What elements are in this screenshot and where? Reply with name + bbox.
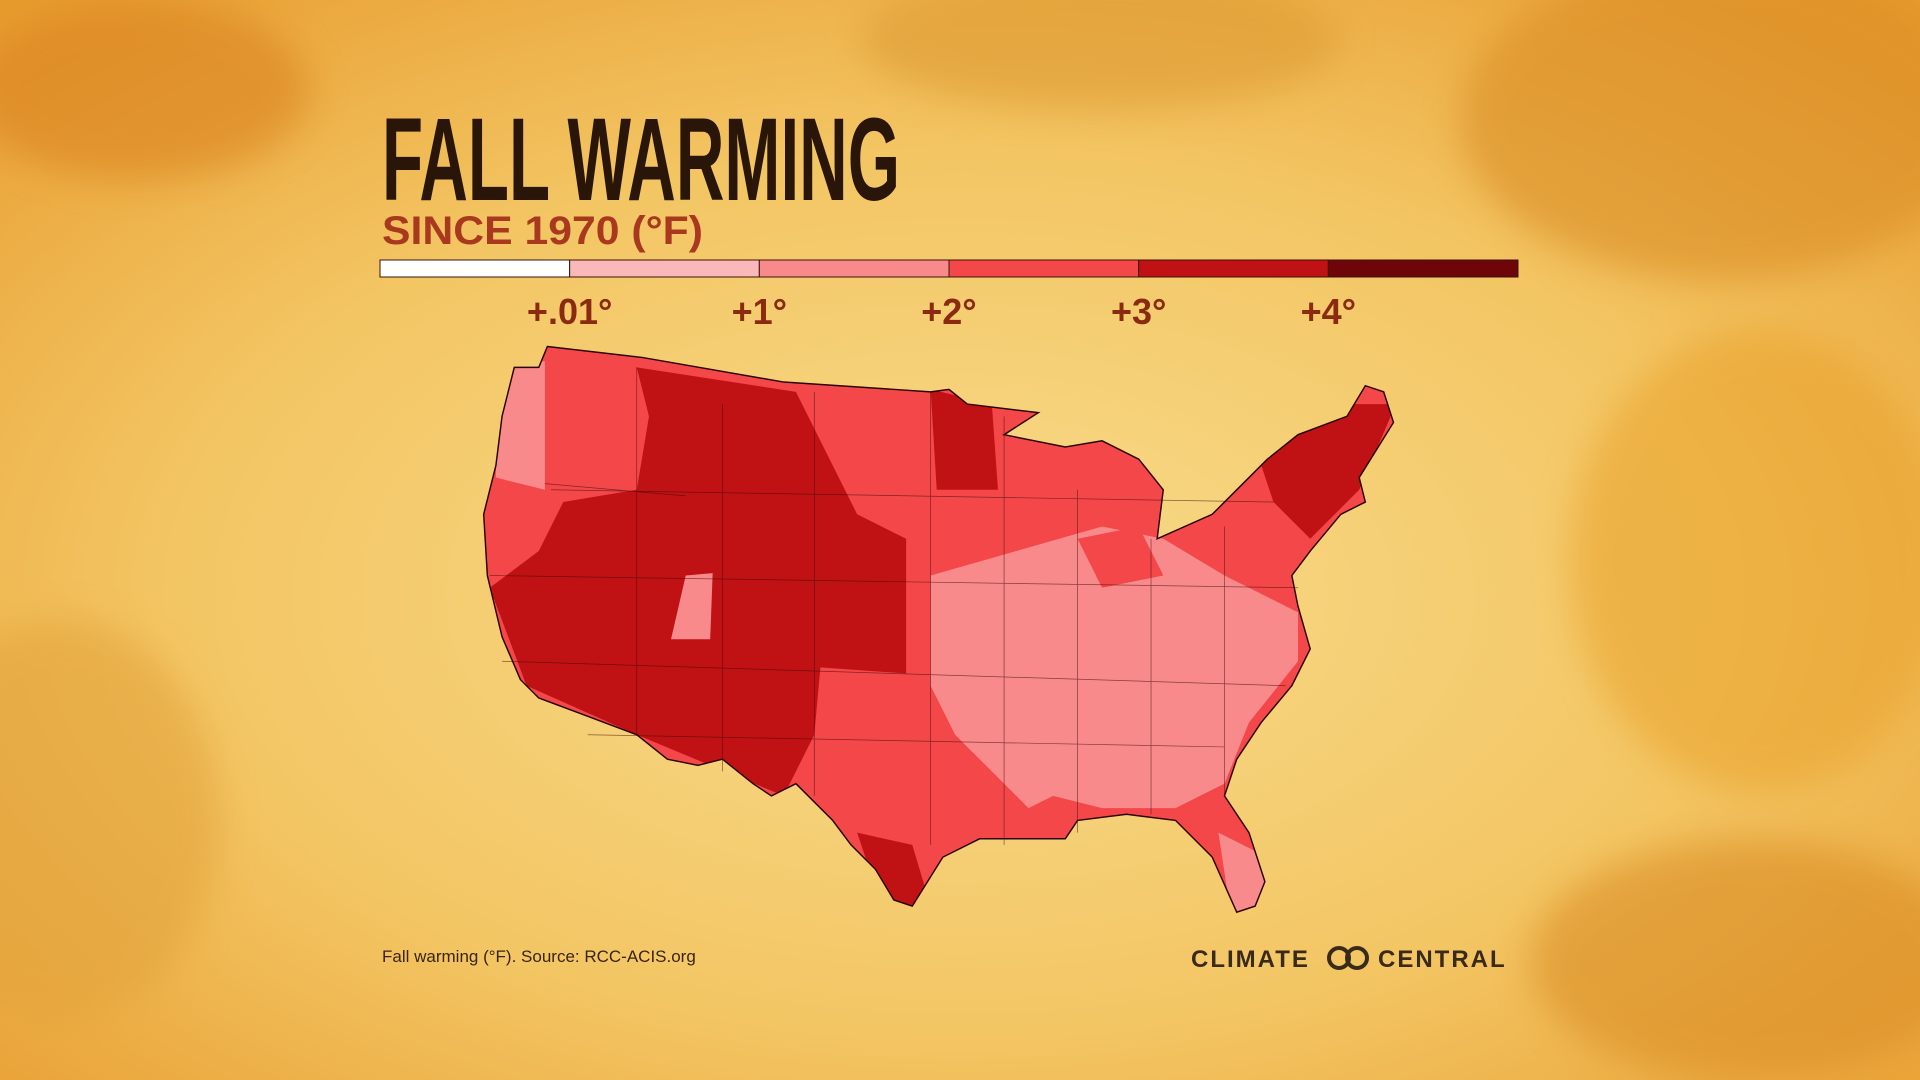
legend-swatch <box>1327 259 1519 278</box>
legend-swatch <box>758 259 950 278</box>
legend: +.01° +1° +2° +3° +4° <box>379 259 1519 332</box>
map-region <box>930 389 998 490</box>
logo-text: CENTRAL <box>1378 946 1507 973</box>
map-region <box>671 573 713 640</box>
source-note: Fall warming (°F). Source: RCC-ACIS.org <box>382 947 696 966</box>
legend-tick-label: +4° <box>1301 291 1356 332</box>
logo: CLIMATE CENTRAL <box>1191 946 1507 973</box>
legend-swatch <box>569 259 760 278</box>
logo-text: CLIMATE <box>1191 946 1310 973</box>
legend-tick-label: +1° <box>732 291 787 332</box>
legend-tick-label: +2° <box>921 291 976 332</box>
legend-tick-label: +3° <box>1111 291 1166 332</box>
legend-swatch <box>948 259 1140 278</box>
subtitle: SINCE 1970 (°F) <box>382 209 703 253</box>
legend-swatch <box>1138 259 1329 278</box>
legend-tick-label: +.01° <box>527 291 612 332</box>
us-outline <box>482 345 1395 914</box>
title: FALL WARMING <box>382 94 900 226</box>
legend-swatch <box>379 259 571 278</box>
state-lines <box>489 367 1298 845</box>
map-region <box>930 526 1298 809</box>
map-region <box>1077 526 1164 588</box>
logo-icon <box>1345 946 1369 970</box>
